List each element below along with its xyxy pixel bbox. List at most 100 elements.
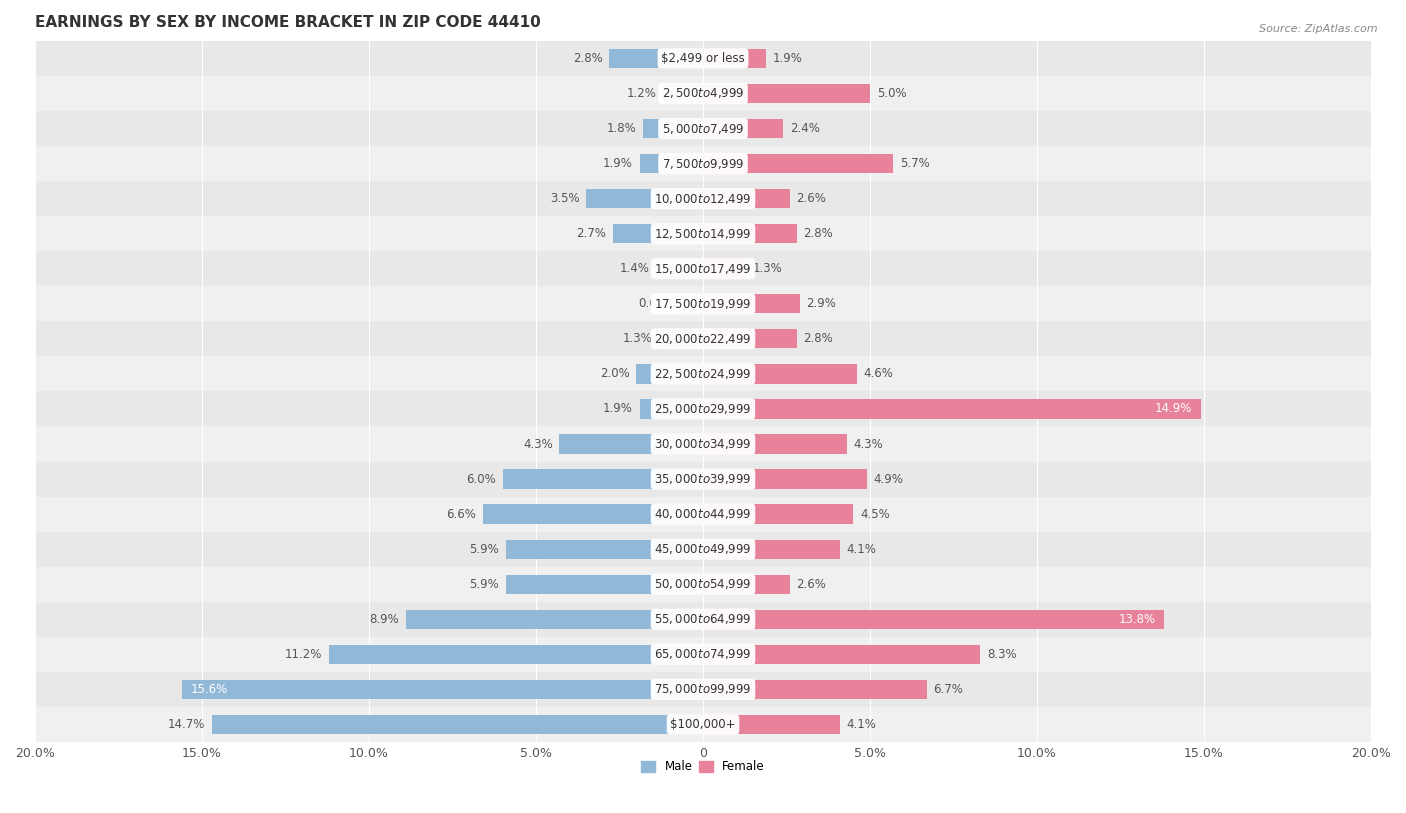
Text: 4.9%: 4.9% — [873, 472, 903, 485]
Text: $17,500 to $19,999: $17,500 to $19,999 — [654, 297, 752, 311]
Text: 5.9%: 5.9% — [470, 542, 499, 555]
Text: 2.0%: 2.0% — [600, 367, 630, 380]
Bar — [703, 645, 980, 664]
Text: $40,000 to $44,999: $40,000 to $44,999 — [654, 507, 752, 521]
Bar — [703, 259, 747, 278]
Text: $35,000 to $39,999: $35,000 to $39,999 — [654, 472, 752, 486]
Bar — [212, 715, 703, 734]
Text: 1.3%: 1.3% — [623, 333, 652, 346]
Text: $2,499 or less: $2,499 or less — [661, 52, 745, 65]
Text: 4.5%: 4.5% — [860, 507, 890, 520]
Bar — [35, 76, 1371, 111]
Bar — [703, 610, 1164, 629]
Text: $65,000 to $74,999: $65,000 to $74,999 — [654, 647, 752, 661]
Text: 14.9%: 14.9% — [1154, 402, 1192, 415]
Bar — [35, 321, 1371, 356]
Text: $22,500 to $24,999: $22,500 to $24,999 — [654, 367, 752, 381]
Text: 5.9%: 5.9% — [470, 578, 499, 591]
Text: 6.0%: 6.0% — [467, 472, 496, 485]
Text: 8.3%: 8.3% — [987, 648, 1017, 661]
Bar — [703, 540, 839, 559]
Bar — [35, 181, 1371, 216]
Text: 0.63%: 0.63% — [638, 298, 675, 311]
Bar — [703, 364, 856, 384]
Text: 3.5%: 3.5% — [550, 192, 579, 205]
Text: $12,500 to $14,999: $12,500 to $14,999 — [654, 227, 752, 241]
Bar — [502, 469, 703, 489]
Bar — [35, 427, 1371, 462]
Text: 4.6%: 4.6% — [863, 367, 893, 380]
Text: 1.2%: 1.2% — [626, 87, 657, 100]
Bar — [35, 251, 1371, 286]
Text: $100,000+: $100,000+ — [671, 718, 735, 731]
Bar — [329, 645, 703, 664]
Text: 4.1%: 4.1% — [846, 542, 876, 555]
Bar — [35, 146, 1371, 181]
Text: 1.9%: 1.9% — [603, 157, 633, 170]
Text: 4.3%: 4.3% — [853, 437, 883, 450]
Text: 1.4%: 1.4% — [620, 263, 650, 276]
Text: $75,000 to $99,999: $75,000 to $99,999 — [654, 682, 752, 697]
Bar — [703, 224, 797, 243]
Bar — [35, 286, 1371, 321]
Bar — [703, 84, 870, 103]
Bar — [703, 154, 893, 173]
Text: 8.9%: 8.9% — [370, 613, 399, 626]
Bar — [703, 49, 766, 68]
Text: $7,500 to $9,999: $7,500 to $9,999 — [662, 157, 744, 171]
Text: $50,000 to $54,999: $50,000 to $54,999 — [654, 577, 752, 591]
Text: 4.3%: 4.3% — [523, 437, 553, 450]
Bar — [506, 540, 703, 559]
Text: $45,000 to $49,999: $45,000 to $49,999 — [654, 542, 752, 556]
Text: 5.0%: 5.0% — [877, 87, 907, 100]
Bar — [703, 715, 839, 734]
Bar — [181, 680, 703, 699]
Text: $15,000 to $17,499: $15,000 to $17,499 — [654, 262, 752, 276]
Text: 6.6%: 6.6% — [446, 507, 475, 520]
Text: 13.8%: 13.8% — [1119, 613, 1156, 626]
Bar — [703, 505, 853, 524]
Bar — [35, 532, 1371, 567]
Bar — [640, 154, 703, 173]
Bar — [703, 329, 797, 349]
Text: $5,000 to $7,499: $5,000 to $7,499 — [662, 121, 744, 136]
Bar — [703, 575, 790, 593]
Bar — [35, 356, 1371, 391]
Bar — [703, 294, 800, 314]
Text: 6.7%: 6.7% — [934, 683, 963, 696]
Text: 1.3%: 1.3% — [754, 263, 783, 276]
Text: $30,000 to $34,999: $30,000 to $34,999 — [654, 437, 752, 451]
Bar — [35, 111, 1371, 146]
Bar — [35, 672, 1371, 706]
Bar — [640, 399, 703, 419]
Bar — [586, 189, 703, 208]
Bar — [35, 216, 1371, 251]
Text: 5.7%: 5.7% — [900, 157, 929, 170]
Bar — [35, 637, 1371, 672]
Text: 11.2%: 11.2% — [285, 648, 322, 661]
Text: 14.7%: 14.7% — [167, 718, 205, 731]
Bar — [703, 119, 783, 138]
Bar — [560, 434, 703, 454]
Text: 2.7%: 2.7% — [576, 227, 606, 240]
Text: 2.8%: 2.8% — [803, 227, 832, 240]
Text: $2,500 to $4,999: $2,500 to $4,999 — [662, 86, 744, 101]
Bar — [406, 610, 703, 629]
Bar — [703, 469, 866, 489]
Text: EARNINGS BY SEX BY INCOME BRACKET IN ZIP CODE 44410: EARNINGS BY SEX BY INCOME BRACKET IN ZIP… — [35, 15, 541, 30]
Legend: Male, Female: Male, Female — [637, 755, 769, 778]
Text: 2.9%: 2.9% — [807, 298, 837, 311]
Text: 2.8%: 2.8% — [803, 333, 832, 346]
Text: $10,000 to $12,499: $10,000 to $12,499 — [654, 192, 752, 206]
Bar — [35, 706, 1371, 742]
Text: $25,000 to $29,999: $25,000 to $29,999 — [654, 402, 752, 416]
Text: 1.9%: 1.9% — [773, 52, 803, 65]
Bar — [703, 399, 1201, 419]
Bar — [659, 329, 703, 349]
Bar — [35, 462, 1371, 497]
Text: 2.4%: 2.4% — [790, 122, 820, 135]
Text: 1.9%: 1.9% — [603, 402, 633, 415]
Text: 2.8%: 2.8% — [574, 52, 603, 65]
Bar — [35, 391, 1371, 427]
Bar — [506, 575, 703, 593]
